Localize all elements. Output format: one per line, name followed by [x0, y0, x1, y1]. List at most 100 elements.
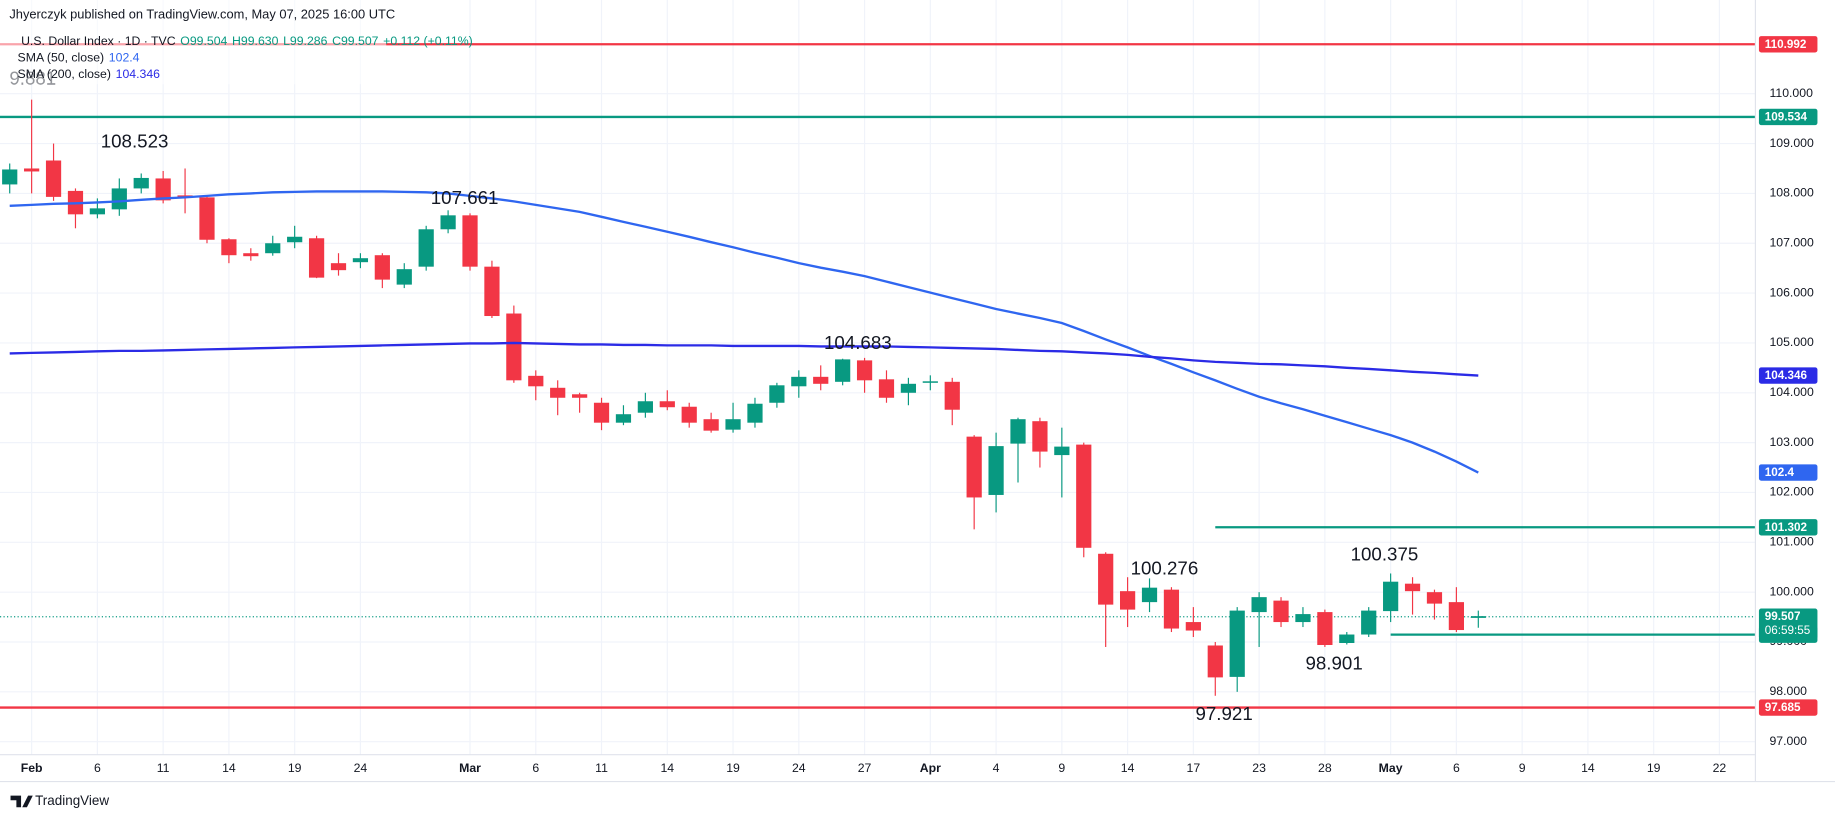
price-axis-bg [1755, 0, 1835, 782]
legend: SMA (50, close) 102.4 SMA (200, close) 104.… [18, 51, 161, 81]
price-annotation: 107.661 [431, 187, 499, 208]
candle-body [769, 385, 785, 403]
candle-body [352, 258, 369, 263]
candle-body [791, 376, 807, 387]
sma-line [9, 190, 1479, 474]
sma-badge-bg [1758, 464, 1818, 481]
legend-ohlc: H99.630 [232, 34, 279, 48]
candle-body [922, 381, 938, 383]
published-note: Jhyerczyk published on TradingView.com, … [9, 7, 395, 22]
candle-body [944, 381, 960, 410]
level-badge-bg [1758, 36, 1818, 53]
sma-badge: 102.4 [1765, 466, 1795, 479]
candle-body [1054, 446, 1070, 456]
y-tick-label: 102.000 [1769, 485, 1814, 499]
candle-body [528, 375, 544, 387]
candle-body [133, 177, 149, 189]
candle-body [440, 215, 456, 230]
candle-body [484, 266, 500, 317]
indicator-lines [9, 190, 1479, 474]
candle-body [1317, 612, 1333, 645]
x-tick-label: 23 [1252, 761, 1266, 775]
candle-body [1229, 610, 1245, 677]
candle-body [572, 394, 588, 398]
x-tick-label: 14 [660, 761, 674, 775]
x-tick-label: 14 [1581, 761, 1595, 775]
x-tick-label: 17 [1187, 761, 1201, 775]
candle-body [462, 215, 478, 267]
y-tick-label: 97.000 [1769, 734, 1807, 748]
level-badge: 101.302 [1765, 521, 1808, 534]
candle-body [856, 360, 873, 381]
x-tick-label: 9 [1519, 761, 1526, 775]
candle-body [330, 263, 347, 271]
candle-body [155, 178, 171, 201]
price-badges: 110.992109.534101.30299.14897.685102.410… [1758, 36, 1818, 716]
brand-logo [10, 795, 33, 808]
grid [0, 0, 1756, 755]
level-badge: 97.685 [1765, 701, 1801, 714]
sma-line [9, 341, 1479, 377]
sma-badge-bg [1758, 367, 1818, 384]
x-tick-label: 19 [288, 761, 302, 775]
price-annotation: 104.683 [824, 332, 892, 353]
x-tick-label: 19 [1647, 761, 1661, 775]
level-badge: 110.992 [1765, 38, 1807, 51]
price-badge-bg [1758, 608, 1818, 639]
y-tick-label: 100.000 [1769, 584, 1814, 598]
candle-body [1185, 622, 1201, 631]
legend-entry: SMA (50, close) 102.4 [18, 51, 140, 65]
x-tick-label: 9 [1058, 761, 1065, 775]
candle-body [1163, 589, 1180, 629]
candle-body [878, 379, 895, 398]
candle-body [45, 160, 62, 197]
legend-value: 102.4 [109, 51, 140, 65]
candle-body [1251, 597, 1267, 613]
x-tick-label: 24 [792, 761, 806, 775]
y-tick-label: 108.000 [1769, 186, 1814, 200]
legend-symbol: U.S. Dollar Index · 1D · TVC O99.504 H99.6… [21, 34, 473, 48]
candle-body [1361, 610, 1377, 635]
candle-body [1470, 616, 1486, 618]
brand-name: TradingView [35, 793, 109, 808]
price-annotation: 108.523 [101, 131, 169, 152]
y-tick-label: 110.000 [1769, 86, 1813, 100]
candle-body [1404, 583, 1421, 592]
candle-body [1295, 614, 1311, 623]
level-badge: 109.534 [1765, 111, 1808, 124]
candle-body [1273, 600, 1289, 623]
candles [2, 99, 1486, 696]
candle-body [550, 387, 566, 398]
candle-body [988, 446, 1004, 495]
candle-body [615, 414, 632, 423]
candle-body [396, 269, 412, 285]
candle-body [1448, 602, 1464, 631]
level-badge-bg [1758, 108, 1818, 126]
y-tick-label: 105.000 [1769, 335, 1814, 349]
legend-ohlc: L99.286 [283, 34, 328, 48]
y-tick-label: 104.000 [1769, 385, 1814, 399]
candle-body [1141, 587, 1158, 603]
y-tick-label: 107.000 [1769, 235, 1814, 249]
x-tick-label: 19 [726, 761, 740, 775]
legend-value: 104.346 [116, 67, 161, 81]
candle-body [637, 401, 653, 413]
level-badge-bg [1758, 519, 1818, 536]
y-tick-label: 109.000 [1769, 136, 1814, 150]
candle-body [900, 383, 917, 393]
candle-body [506, 313, 522, 381]
x-tick-label: 6 [1453, 761, 1460, 775]
candle-body [725, 419, 741, 430]
legend-symbol-text: U.S. Dollar Index · 1D · TVC [21, 34, 176, 48]
candle-body [1383, 581, 1399, 612]
x-tick-label: 14 [222, 761, 236, 775]
x-tick-label: May [1379, 761, 1403, 775]
candle-body [813, 376, 829, 384]
x-tick-label: 24 [354, 761, 368, 775]
candle-body [966, 436, 982, 498]
x-tick-label: 4 [993, 761, 1000, 775]
x-tick-label: Feb [21, 761, 43, 775]
x-tick-label: Mar [459, 761, 481, 775]
candle-body [111, 188, 127, 210]
